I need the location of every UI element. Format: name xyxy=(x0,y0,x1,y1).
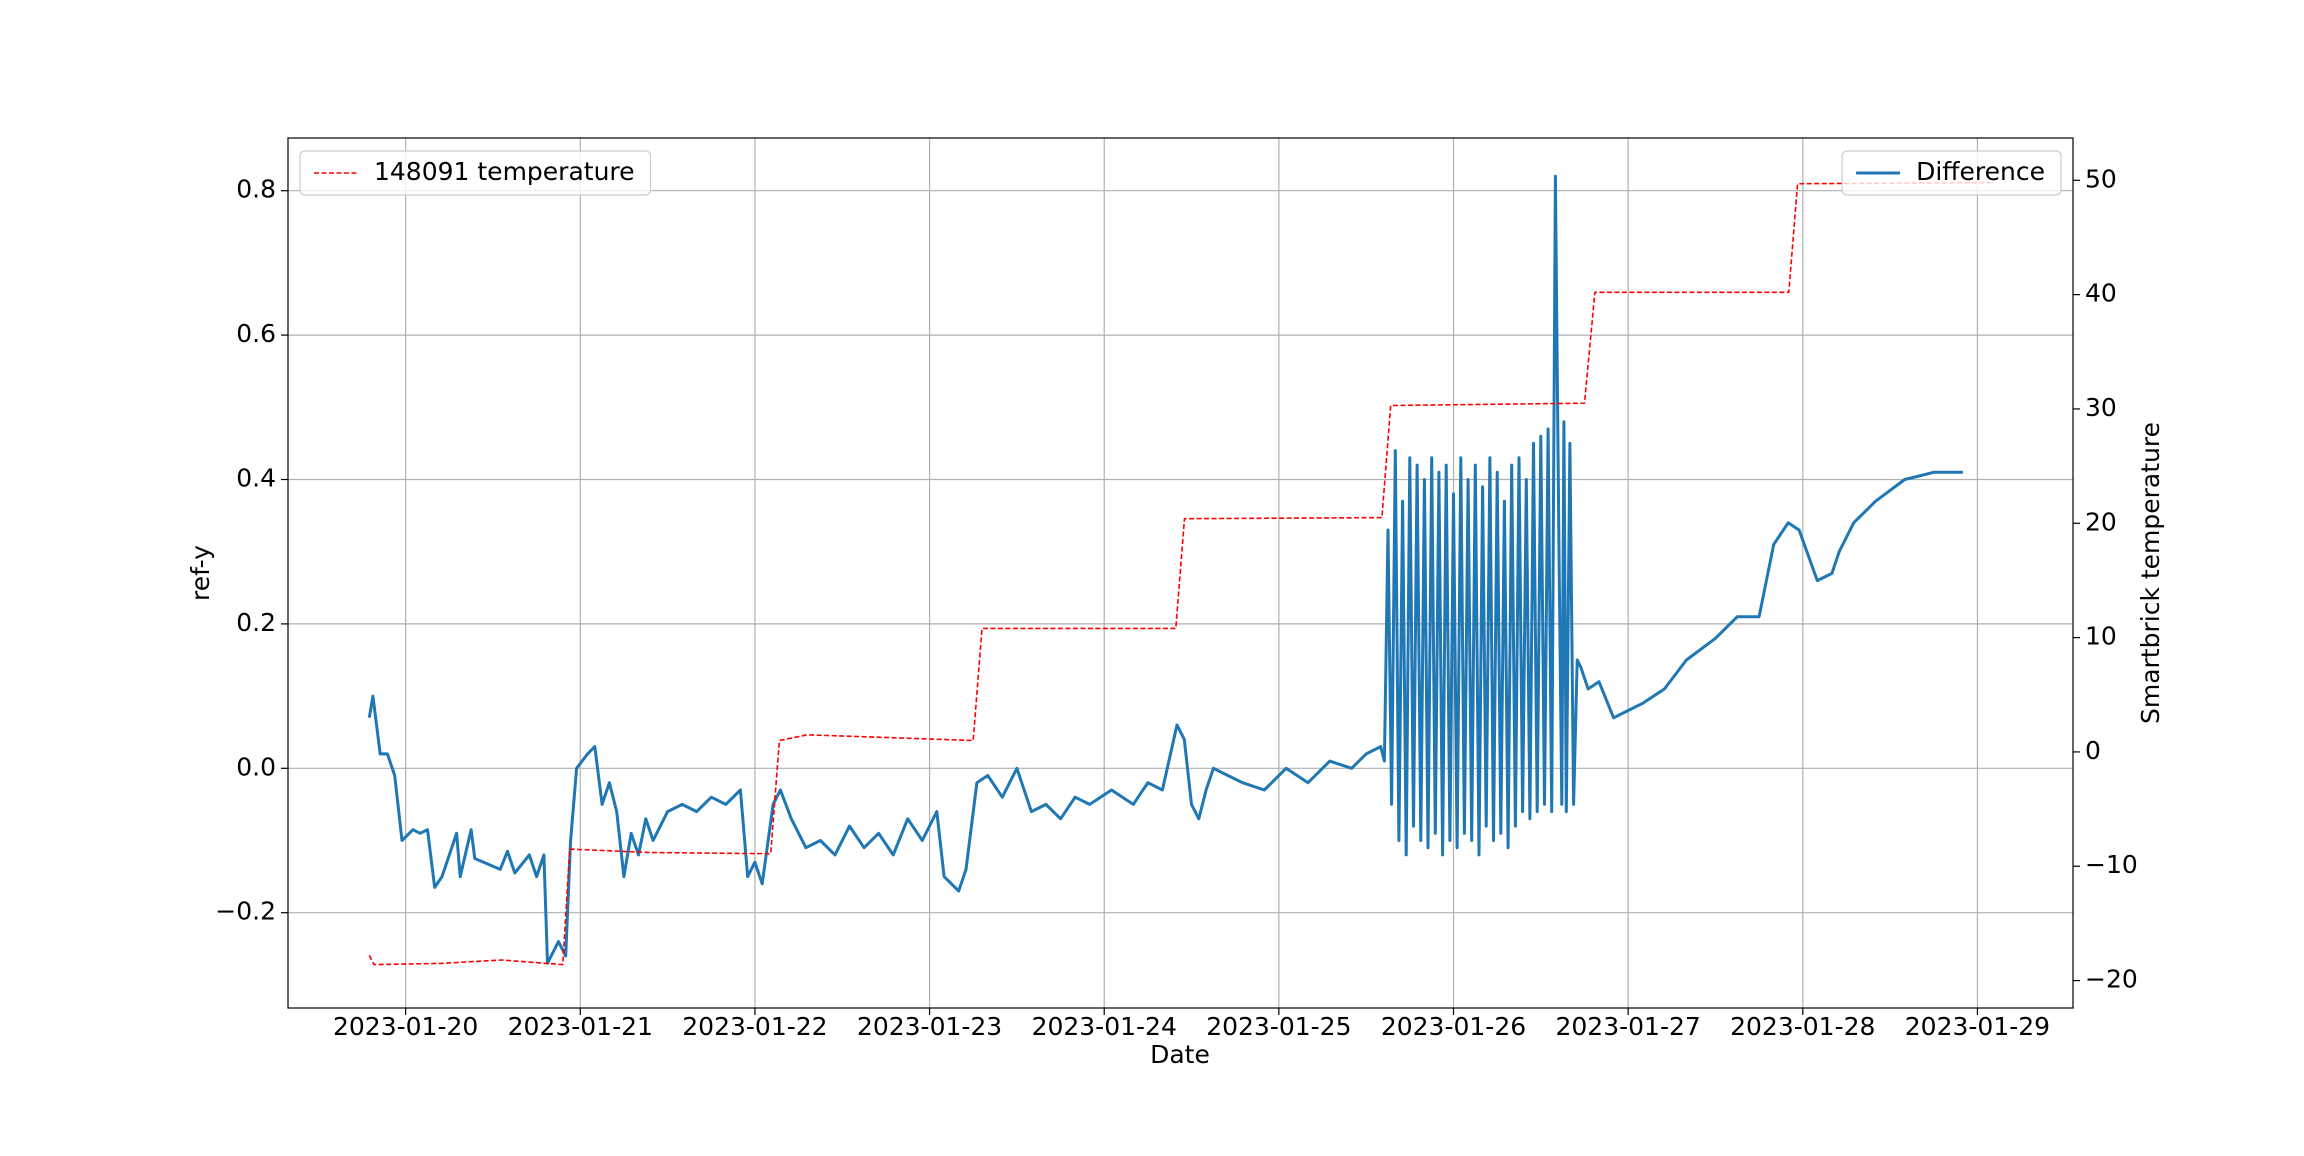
series-line xyxy=(368,181,1992,966)
legend-label: 148091 temperature xyxy=(374,157,635,186)
x-tick-label: 2023-01-26 xyxy=(1381,1012,1526,1041)
y-tick-label: −0.2 xyxy=(215,897,276,926)
y2-tick-label: −10 xyxy=(2085,850,2138,879)
x-tick-label: 2023-01-21 xyxy=(508,1012,653,1041)
y2-tick-label: 0 xyxy=(2085,736,2101,765)
x-tick-label: 2023-01-23 xyxy=(857,1012,1002,1041)
y2-tick-label: 50 xyxy=(2085,164,2117,193)
y-tick-label: 0.6 xyxy=(236,319,276,348)
legend: 148091 temperature xyxy=(299,150,652,196)
x-tick-label: 2023-01-25 xyxy=(1206,1012,1351,1041)
y2-tick-label: 40 xyxy=(2085,279,2117,308)
y-axis-label: ref-y xyxy=(186,545,215,601)
series-line xyxy=(367,174,1963,965)
x-tick-label: 2023-01-24 xyxy=(1032,1012,1177,1041)
y-tick-label: 0.2 xyxy=(236,608,276,637)
x-tick-label: 2023-01-27 xyxy=(1555,1012,1700,1041)
legend-box xyxy=(1841,150,2062,196)
legend-label: Difference xyxy=(1916,157,2045,186)
legend-box xyxy=(299,150,652,196)
plot-frame xyxy=(287,137,2074,1009)
y-tick-label: 0.8 xyxy=(236,175,276,204)
x-tick-label: 2023-01-20 xyxy=(333,1012,478,1041)
legend: Difference xyxy=(1841,150,2062,196)
x-tick-label: 2023-01-28 xyxy=(1730,1012,1875,1041)
y-tick-label: 0.0 xyxy=(236,752,276,781)
y2-axis-label: Smartbrick temperature xyxy=(2136,422,2165,724)
y2-tick-label: −20 xyxy=(2085,965,2138,994)
x-tick-label: 2023-01-22 xyxy=(682,1012,827,1041)
y2-tick-label: 30 xyxy=(2085,393,2117,422)
y-tick-label: 0.4 xyxy=(236,464,276,493)
x-axis-label: Date xyxy=(1150,1040,1210,1069)
x-tick-label: 2023-01-29 xyxy=(1905,1012,2050,1041)
y2-tick-label: 10 xyxy=(2085,622,2117,651)
y2-tick-label: 20 xyxy=(2085,507,2117,536)
